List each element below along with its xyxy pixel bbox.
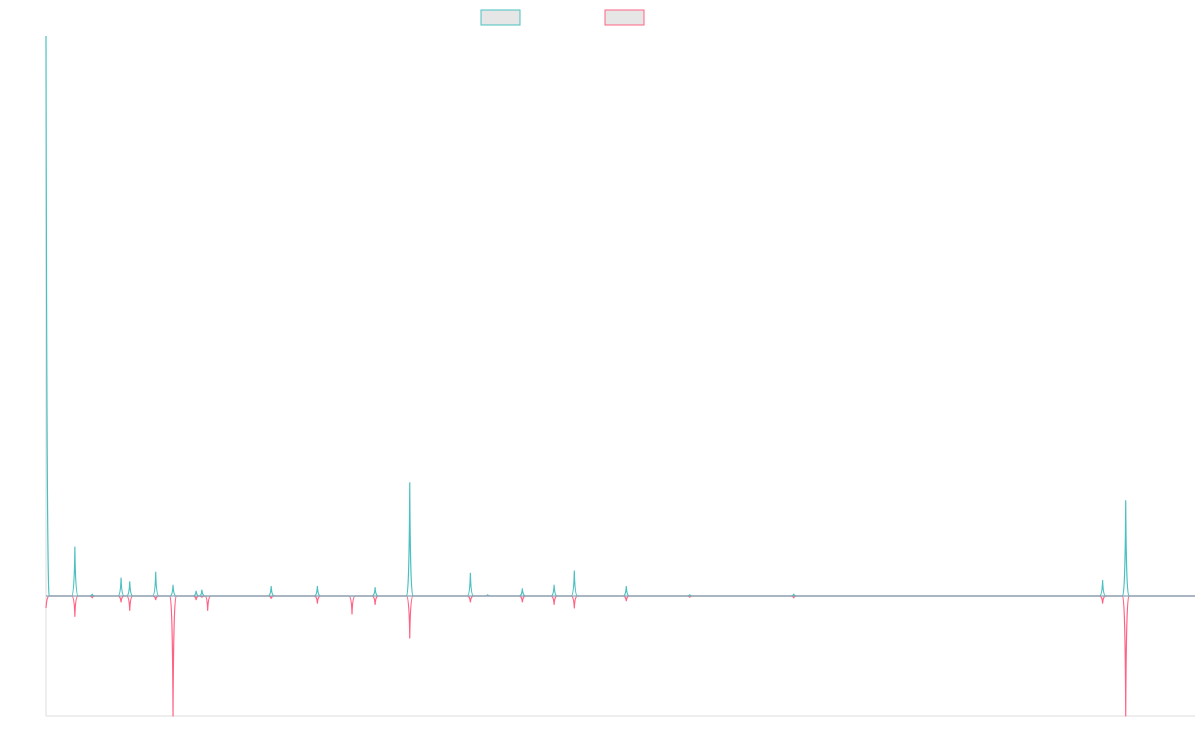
legend-swatch-2[interactable] bbox=[604, 9, 645, 26]
legend-swatch-1[interactable] bbox=[480, 9, 521, 26]
axes bbox=[45, 36, 1195, 717]
series-line-2 bbox=[45, 595, 1195, 717]
plot-area bbox=[45, 35, 1195, 717]
series-line-1 bbox=[45, 35, 1195, 597]
legend[interactable] bbox=[480, 9, 645, 26]
